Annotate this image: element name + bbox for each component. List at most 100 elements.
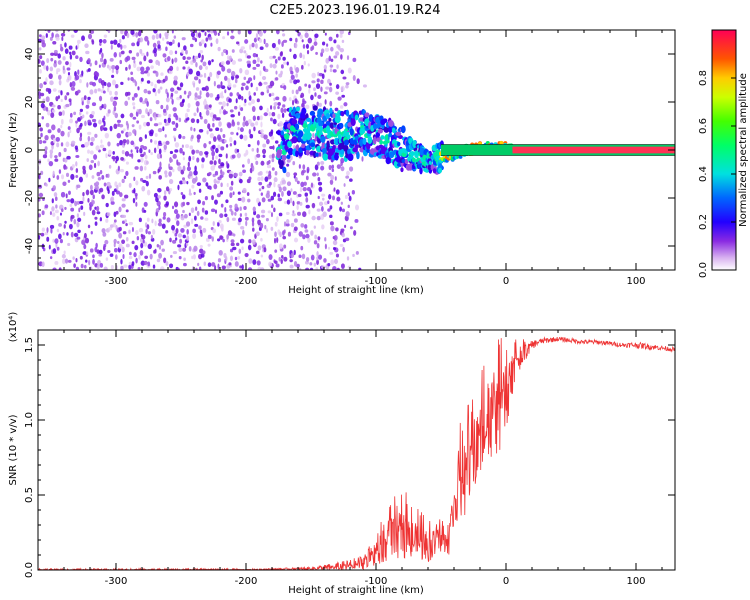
noise-cell (245, 220, 248, 227)
noise-cell (192, 36, 196, 41)
noise-cell (307, 237, 311, 243)
noise-cell (102, 232, 107, 237)
noise-cell (73, 232, 79, 238)
noise-cell (155, 33, 159, 40)
signal-cell (307, 132, 312, 140)
noise-cell (240, 86, 244, 91)
noise-cell (219, 223, 224, 230)
noise-cell (261, 185, 265, 190)
noise-cell (239, 127, 244, 133)
noise-cell (103, 115, 106, 121)
noise-cell (296, 204, 299, 211)
noise-cell (207, 262, 212, 268)
noise-cell (172, 107, 177, 112)
noise-cell (271, 167, 275, 171)
noise-cell (333, 234, 338, 241)
noise-cell (44, 149, 48, 156)
noise-cell (163, 257, 167, 264)
noise-cell (79, 115, 83, 120)
noise-cell (226, 68, 232, 74)
noise-cell (42, 140, 47, 144)
noise-cell (260, 192, 264, 196)
noise-cell (305, 104, 310, 110)
noise-cell (232, 191, 235, 196)
noise-cell (177, 233, 183, 238)
noise-cell (225, 255, 228, 262)
noise-cell (96, 205, 100, 212)
noise-cell (89, 189, 94, 196)
noise-cell (67, 242, 71, 247)
noise-cell (229, 142, 233, 147)
noise-cell (264, 176, 269, 182)
noise-cell (75, 258, 78, 263)
noise-cell (144, 165, 147, 171)
noise-cell (168, 113, 172, 118)
noise-cell (217, 117, 221, 121)
noise-cell (285, 218, 290, 224)
noise-cell (248, 90, 251, 97)
noise-cell (54, 209, 59, 214)
noise-cell (267, 198, 272, 202)
noise-cell (136, 149, 139, 154)
noise-cell (220, 162, 225, 167)
noise-cell (304, 83, 308, 87)
noise-cell (172, 39, 175, 44)
noise-cell (243, 76, 247, 81)
noise-cell (188, 212, 191, 217)
noise-cell (87, 149, 90, 154)
noise-cell (54, 30, 59, 33)
noise-cell (107, 109, 111, 114)
colorbar-tick-label: 0.8 (698, 70, 709, 86)
noise-cell (80, 97, 85, 102)
noise-cell (298, 231, 303, 237)
noise-cell (99, 42, 102, 46)
noise-cell (182, 98, 185, 103)
noise-cell (225, 144, 229, 148)
noise-cell (54, 155, 58, 159)
noise-cell (327, 208, 331, 212)
noise-cell (231, 121, 236, 127)
colorbar: 0.00.20.40.60.8 Normalized spectral ampl… (698, 29, 749, 278)
noise-cell (190, 31, 196, 38)
noise-cell (38, 192, 44, 198)
noise-cell (146, 121, 150, 127)
noise-cell (257, 245, 262, 251)
noise-cell (57, 128, 61, 133)
noise-cell (295, 67, 300, 74)
noise-cell (98, 38, 103, 44)
noise-cell (75, 55, 79, 60)
noise-cell (165, 230, 169, 234)
noise-cell (196, 134, 201, 140)
noise-cell (200, 216, 204, 220)
noise-cell (41, 227, 45, 232)
noise-cell (56, 215, 60, 221)
noise-cell (119, 168, 125, 173)
noise-cell (339, 206, 342, 212)
noise-cell (302, 211, 307, 218)
noise-cell (160, 104, 164, 110)
noise-cell (241, 264, 244, 270)
noise-cell (159, 33, 162, 39)
noise-cell (169, 65, 174, 72)
signal-cell (329, 107, 333, 114)
noise-cell (87, 135, 91, 142)
signal-cell (354, 144, 359, 149)
signal-cell (313, 150, 317, 159)
noise-cell (40, 102, 45, 109)
signal-cell (297, 130, 304, 138)
noise-cell (190, 30, 194, 33)
noise-cell (139, 37, 144, 43)
noise-cell (212, 122, 215, 128)
noise-cell (244, 216, 249, 221)
noise-cell (228, 173, 234, 179)
noise-cell (55, 36, 60, 41)
noise-cell (269, 80, 275, 87)
noise-cell (85, 50, 90, 55)
signal-cell (305, 117, 312, 123)
noise-cell (174, 149, 179, 153)
noise-cell (278, 186, 282, 193)
noise-cell (313, 225, 316, 229)
noise-cell (252, 115, 256, 121)
noise-cell (174, 142, 180, 148)
noise-cell (51, 104, 56, 108)
